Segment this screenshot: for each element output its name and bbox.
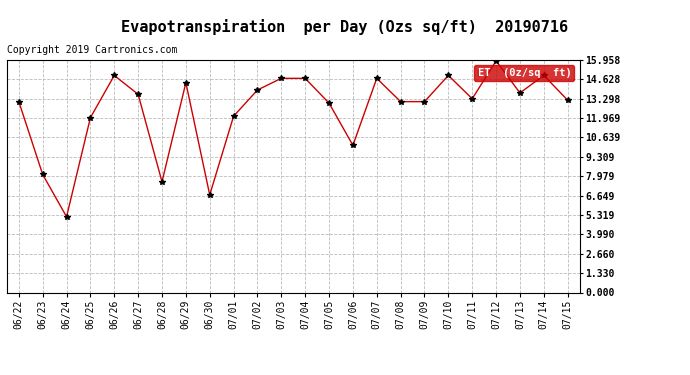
- Legend: ET  (0z/sq  ft): ET (0z/sq ft): [475, 65, 574, 81]
- Text: Copyright 2019 Cartronics.com: Copyright 2019 Cartronics.com: [7, 45, 177, 55]
- Text: Evapotranspiration  per Day (Ozs sq/ft)  20190716: Evapotranspiration per Day (Ozs sq/ft) 2…: [121, 19, 569, 35]
